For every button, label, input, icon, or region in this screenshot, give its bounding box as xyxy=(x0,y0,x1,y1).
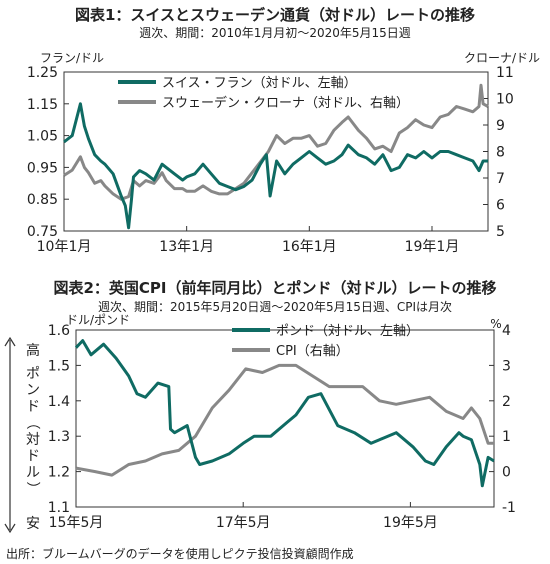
fig2-ytick-left-label: 1.1 xyxy=(48,500,70,516)
fig1-ytick-right-label: 7 xyxy=(496,171,505,187)
figure1-subtitle: 週次、期間：2010年1月月初～2020年5月15日週 xyxy=(139,26,411,40)
fig2-ytick-right-label: 4 xyxy=(502,323,511,339)
fig2-ytick-left-label: 1.4 xyxy=(48,394,70,410)
fig2-xtick-label: 19年5月 xyxy=(383,515,438,531)
fig2-series-line-1 xyxy=(75,363,494,477)
fig1-ytick-left-label: 1.05 xyxy=(27,129,58,145)
fig2-side-label-middle-char: ド xyxy=(26,449,40,465)
fig2-side-label-middle-char: ン xyxy=(26,383,40,399)
figure1-title: 図表1：スイスとスウェーデン通貨（対ドル）レートの推移 xyxy=(75,6,475,24)
fig2-xtick-label: 15年5月 xyxy=(49,515,104,531)
fig1-xtick-label: 16年1月 xyxy=(282,239,337,255)
fig2-side-label-top: 高 xyxy=(26,342,40,359)
fig1-ytick-left-label: 0.95 xyxy=(27,160,58,176)
fig2-legend-label-cpi: CPI（右軸） xyxy=(276,344,349,359)
figure1-chart: 0.75 0.85 0.95 1.05 1.15 1.25 5 6 7 8 9 10 11 10年1月 13… xyxy=(27,51,540,255)
fig2-side-arrow-up-head xyxy=(4,336,16,347)
fig2-side-label-middle-char: ド xyxy=(26,399,40,415)
fig2-side-label-bottom: 安 xyxy=(26,516,40,532)
fig2-ytick-right-label: 1 xyxy=(502,429,511,445)
fig2-ytick-left-label: 1.3 xyxy=(48,429,70,445)
fig2-legend-label-gbp: ポンド（対ドル、左軸） xyxy=(276,324,419,339)
source-note: 出所：ブルームバーグのデータを使用しピクテ投信投資顧問作成 xyxy=(6,547,354,561)
fig1-ytick-right-label: 5 xyxy=(496,224,505,240)
figure2-title: 図表2：英国CPI（前年同月比）とポンド（対ドル）レートの推移 xyxy=(53,279,497,297)
fig2-ytick-right-label: -1 xyxy=(502,500,516,516)
fig2-side-label-middle-char: 対 xyxy=(26,432,40,448)
fig2-ytick-right-label: 2 xyxy=(502,394,511,410)
fig1-ytick-right-label: 9 xyxy=(496,118,505,134)
fig1-ytick-left-label: 0.85 xyxy=(27,192,58,208)
fig2-ytick-left-label: 1.5 xyxy=(48,358,70,374)
fig1-ytick-right-label: 6 xyxy=(496,198,505,214)
fig2-side-label-middle-char: ） xyxy=(24,482,40,496)
fig1-xtick-label: 10年1月 xyxy=(37,239,92,255)
fig2-side-label-middle-char: ポ xyxy=(26,366,40,382)
fig1-ytick-right-label: 10 xyxy=(496,92,514,108)
fig1-ytick-left-label: 1.15 xyxy=(27,97,58,113)
fig2-ytick-right-label: 0 xyxy=(502,465,511,481)
fig2-xtick-label: 17年5月 xyxy=(216,515,271,531)
fig1-ytick-left-label: 1.25 xyxy=(27,65,58,81)
fig2-ytick-left-label: 1.2 xyxy=(48,465,70,481)
fig2-ytick-right-label: 3 xyxy=(502,358,511,374)
fig1-xtick-label: 13年1月 xyxy=(159,239,214,255)
fig2-series-line-0 xyxy=(74,339,495,488)
fig1-series-line-0 xyxy=(63,102,488,230)
fig1-ytick-right-label: 11 xyxy=(496,65,514,81)
fig2-plot-frame xyxy=(75,329,495,508)
figure2-subtitle: 週次、期間：2015年5月20日週～2020年5月15日週、CPIは月次 xyxy=(97,300,453,314)
fig1-ytick-right-label: 8 xyxy=(496,145,505,161)
fig2-side-label-middle-char: ル xyxy=(26,465,40,481)
fig2-side-arrow-down-head xyxy=(4,523,16,534)
fig2-side-label-middle-char: （ xyxy=(24,416,40,430)
fig1-ylabel-right: クローナ/ドル xyxy=(464,51,540,65)
fig1-legend-label-sek: スウェーデン・クローナ（対ドル、右軸） xyxy=(162,95,409,111)
fig1-ylabel-left: フラン/ドル xyxy=(40,51,104,65)
fig1-ytick-left-label: 0.75 xyxy=(27,224,58,240)
fig1-xtick-label: 19年1月 xyxy=(405,239,460,255)
fig2-ylabel-right: % xyxy=(490,317,501,331)
fig2-ylabel-left: ドル/ポンド xyxy=(66,313,130,327)
fig2-ytick-left-label: 1.6 xyxy=(48,323,70,339)
fig1-series-line-1 xyxy=(63,83,489,201)
fig1-legend-label-chf: スイス・フラン（対ドル、左軸） xyxy=(162,76,357,91)
